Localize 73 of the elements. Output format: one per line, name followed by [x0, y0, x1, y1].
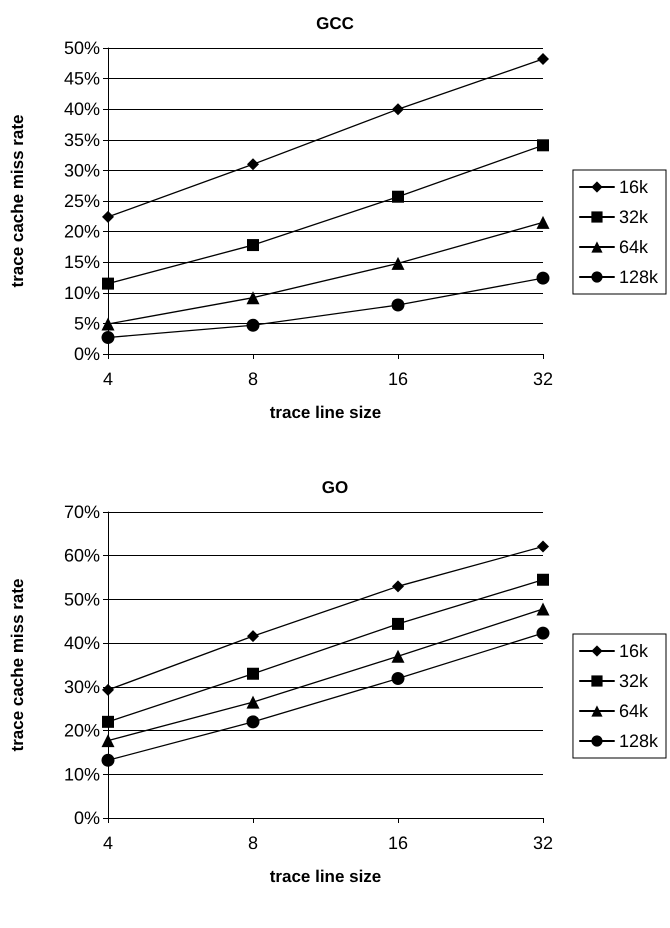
- x-tick-label: 16: [388, 833, 408, 853]
- y-tick-label: 0%: [74, 808, 100, 828]
- point: [246, 291, 260, 304]
- point: [246, 715, 260, 728]
- point: [247, 158, 259, 170]
- y-tick-label: 0%: [74, 344, 100, 364]
- point: [537, 53, 549, 66]
- point: [392, 256, 404, 270]
- x-tick-label: 32: [532, 833, 554, 853]
- point: [246, 696, 260, 709]
- point: [537, 139, 549, 152]
- legend-label: 128k: [618, 267, 659, 287]
- point: [392, 190, 404, 203]
- point: [392, 650, 404, 663]
- legend-label: 32k: [618, 671, 649, 691]
- x-tick-label: 4: [102, 833, 114, 853]
- legend-label: 64k: [618, 237, 649, 257]
- y-tick-label: 10%: [64, 764, 100, 784]
- legend-label: 16k: [618, 641, 649, 661]
- point: [102, 330, 114, 344]
- point: [536, 272, 550, 285]
- point: [246, 318, 260, 332]
- y-tick-label: 30%: [64, 676, 100, 697]
- y-tick-label: 70%: [64, 502, 100, 522]
- y-axis-title: trace cache miss rate: [8, 578, 27, 752]
- point: [102, 734, 114, 748]
- x-tick-label: 4: [102, 369, 114, 389]
- legend-label: 64k: [618, 701, 649, 721]
- point: [537, 540, 549, 553]
- chart-title: GO: [322, 478, 348, 497]
- y-tick-label: 30%: [64, 160, 100, 180]
- y-tick-label: 20%: [64, 720, 100, 741]
- legend-label: 16k: [618, 177, 649, 197]
- point: [247, 668, 259, 680]
- point: [102, 210, 114, 223]
- y-tick-label: 20%: [64, 222, 100, 242]
- point: [536, 602, 550, 616]
- x-tick-label: 16: [388, 369, 408, 389]
- x-tick-label: 8: [248, 833, 258, 853]
- y-tick-label: 40%: [64, 99, 100, 120]
- point: [102, 278, 114, 290]
- point: [392, 103, 404, 116]
- x-tick-label: 32: [532, 369, 554, 389]
- point: [537, 574, 549, 586]
- y-tick-label: 35%: [64, 130, 100, 150]
- point: [392, 618, 404, 630]
- point: [102, 684, 114, 696]
- point: [102, 754, 114, 767]
- legend-label: 128k: [618, 731, 659, 751]
- point: [536, 216, 550, 229]
- y-tick-label: 45%: [64, 68, 100, 89]
- y-tick-label: 50%: [64, 38, 100, 58]
- point: [392, 580, 404, 592]
- point: [536, 626, 550, 640]
- y-tick-label: 40%: [64, 633, 100, 654]
- legend-label: 32k: [618, 207, 649, 227]
- point: [392, 672, 404, 686]
- y-tick-label: 10%: [64, 282, 100, 303]
- y-tick-label: 25%: [64, 191, 100, 211]
- point: [392, 298, 404, 312]
- y-axis-title: trace cache miss rate: [8, 114, 27, 288]
- x-axis-title: trace line size: [270, 867, 382, 886]
- chart-title: GCC: [316, 14, 354, 33]
- y-tick-label: 5%: [74, 313, 100, 334]
- x-axis-title: trace line size: [270, 403, 382, 422]
- point: [102, 318, 114, 331]
- point: [247, 239, 259, 252]
- y-tick-label: 60%: [64, 546, 100, 566]
- point: [247, 630, 259, 642]
- y-tick-label: 50%: [64, 589, 100, 610]
- point: [102, 716, 114, 728]
- y-tick-label: 15%: [64, 252, 100, 272]
- x-tick-label: 8: [248, 369, 258, 389]
